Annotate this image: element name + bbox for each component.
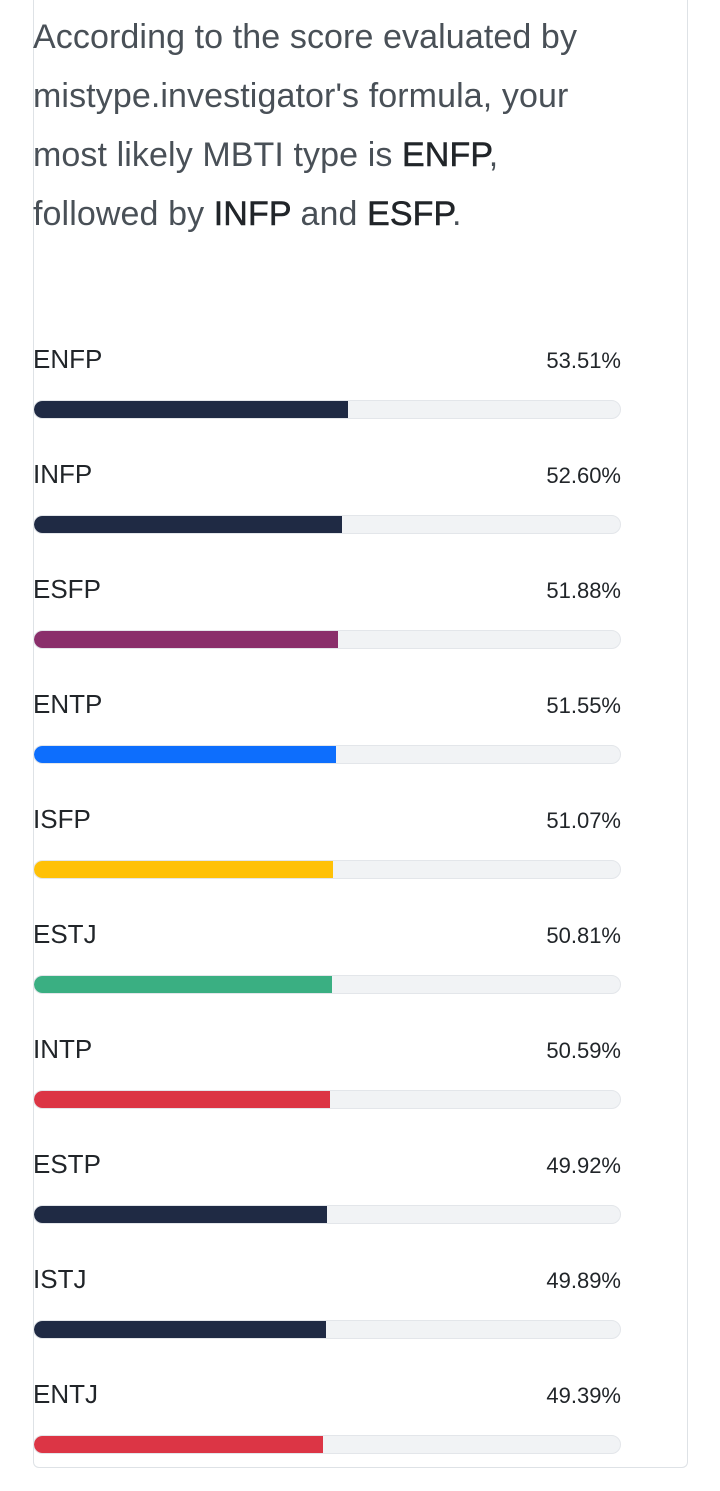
progress-track	[33, 400, 621, 419]
progress-fill	[34, 1321, 327, 1338]
score-percent: 49.39%	[546, 1383, 621, 1408]
score-row: ESFP 51.88%	[33, 571, 621, 686]
score-percent: 53.51%	[546, 348, 621, 373]
mbti-type-label: ENFP	[33, 344, 103, 374]
summary-top-type-3: ESFP	[367, 195, 452, 234]
progress-track	[33, 1205, 621, 1224]
progress-fill	[34, 516, 343, 533]
mbti-type-label: ENTP	[33, 689, 103, 719]
progress-track	[33, 515, 621, 534]
progress-fill	[34, 976, 332, 993]
progress-track	[33, 745, 621, 764]
progress-fill	[34, 401, 348, 418]
score-percent: 51.88%	[546, 578, 621, 603]
summary-text-2: , followed by	[33, 136, 499, 233]
progress-track	[33, 860, 621, 879]
progress-fill	[34, 1206, 327, 1223]
mbti-type-label: ISFP	[33, 804, 91, 834]
score-percent: 49.92%	[546, 1153, 621, 1178]
mbti-type-label: INTP	[33, 1034, 93, 1064]
score-row: ISFP 51.07%	[33, 801, 621, 916]
summary-text-4: .	[451, 195, 462, 233]
progress-fill	[34, 1436, 324, 1453]
mbti-type-label: ENTJ	[33, 1379, 98, 1409]
summary-text-1: According to the score evaluated by mist…	[33, 18, 578, 174]
mbti-type-label: ESFP	[33, 574, 101, 604]
score-row: INFP 52.60%	[33, 456, 621, 571]
progress-fill	[34, 631, 339, 648]
progress-track	[33, 1435, 621, 1454]
mbti-type-label: ESTJ	[33, 919, 97, 949]
score-row: INTP 50.59%	[33, 1031, 621, 1146]
score-row: ISTJ 49.89%	[33, 1261, 621, 1376]
mbti-type-label: ESTP	[33, 1149, 101, 1179]
progress-track	[33, 630, 621, 649]
score-row: ESTJ 50.81%	[33, 916, 621, 1031]
score-percent: 49.89%	[546, 1268, 621, 1293]
score-row: ENFP 53.51%	[33, 341, 621, 456]
score-row: ESTP 49.92%	[33, 1146, 621, 1261]
result-summary: According to the score evaluated by mist…	[33, 8, 633, 244]
summary-text-3: and	[290, 195, 368, 233]
progress-fill	[34, 861, 334, 878]
progress-track	[33, 1090, 621, 1109]
score-percent: 50.59%	[546, 1038, 621, 1063]
score-percent: 52.60%	[546, 463, 621, 488]
progress-fill	[34, 1091, 331, 1108]
mbti-type-label: ISTJ	[33, 1264, 87, 1294]
score-row: ENTP 51.55%	[33, 686, 621, 801]
progress-track	[33, 1320, 621, 1339]
score-percent: 50.81%	[546, 923, 621, 948]
summary-top-type-2: INFP	[213, 195, 291, 234]
mbti-score-list: ENFP 53.51% INFP 52.60% ESFP 51.88% ENTP 51.55%…	[33, 341, 621, 1491]
summary-top-type-1: ENFP	[402, 136, 489, 175]
mbti-type-label: INFP	[33, 459, 93, 489]
score-percent: 51.55%	[546, 693, 621, 718]
score-percent: 51.07%	[546, 808, 621, 833]
progress-track	[33, 975, 621, 994]
score-row: ENTJ 49.39%	[33, 1376, 621, 1491]
progress-fill	[34, 746, 337, 763]
